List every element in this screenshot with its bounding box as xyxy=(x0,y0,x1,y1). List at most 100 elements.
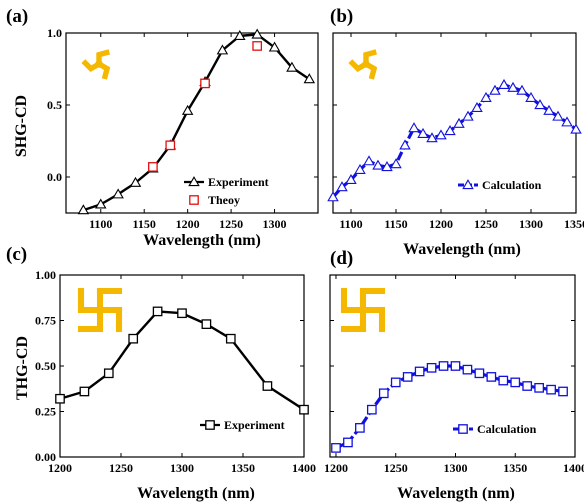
legend-label: Theoy xyxy=(208,193,240,207)
data-point xyxy=(570,123,582,134)
data-point xyxy=(216,44,229,55)
data-point xyxy=(79,386,90,397)
series-line xyxy=(83,33,310,212)
panel-a-ylabel: SHG-CD xyxy=(13,95,30,157)
data-point xyxy=(128,333,139,344)
legend-label: Calculation xyxy=(482,178,542,192)
swastika-icon xyxy=(77,287,123,333)
data-point xyxy=(471,101,483,113)
data-point xyxy=(474,368,485,379)
x-tick-label: 1200 xyxy=(48,461,72,475)
data-point xyxy=(462,364,473,375)
panel-d: (d) Wavelength (nm) 1200 1250 1300 1350 1400… xyxy=(324,248,584,502)
data-point xyxy=(252,41,263,51)
data-point xyxy=(534,382,544,393)
triskelion-icon xyxy=(81,49,111,80)
data-point xyxy=(381,161,393,172)
data-point xyxy=(390,158,402,169)
data-point xyxy=(450,361,461,371)
data-point xyxy=(408,122,420,133)
x-tick-label: 1300 xyxy=(263,217,287,231)
data-point xyxy=(251,28,263,39)
data-point xyxy=(343,437,353,448)
x-tick-label: 1400 xyxy=(292,461,316,475)
data-point xyxy=(507,81,519,92)
data-point xyxy=(345,173,357,185)
data-point xyxy=(299,404,309,415)
data-point xyxy=(390,377,401,388)
x-tick-label: 1200 xyxy=(176,217,200,231)
data-point xyxy=(426,362,437,373)
data-point xyxy=(225,333,236,344)
series-line xyxy=(335,364,564,450)
data-point xyxy=(435,129,447,140)
data-point xyxy=(177,308,187,319)
data-point xyxy=(417,127,429,138)
data-point xyxy=(165,140,176,151)
legend-entry: Experiment xyxy=(184,175,269,189)
panel-a-label: (a) xyxy=(6,6,28,27)
y-tick-label: 0.50 xyxy=(35,359,56,373)
x-tick-label: 1250 xyxy=(474,217,498,231)
data-point xyxy=(543,104,555,115)
x-tick-label: 1200 xyxy=(429,217,453,231)
data-point xyxy=(426,132,438,143)
legend-marker xyxy=(458,424,468,434)
data-point xyxy=(268,41,281,52)
data-point xyxy=(525,91,537,102)
data-point xyxy=(286,61,298,72)
data-point xyxy=(112,188,124,199)
panel-b-label: (b) xyxy=(330,6,353,27)
series-calculation xyxy=(331,361,568,453)
data-point xyxy=(414,366,425,377)
data-point xyxy=(534,99,546,110)
data-point xyxy=(462,110,474,121)
data-point xyxy=(336,181,348,192)
legend-label: Experiment xyxy=(208,175,269,189)
y-tick-label: 0.00 xyxy=(35,450,56,464)
x-tick-label: 1150 xyxy=(384,217,407,231)
swastika-icon xyxy=(340,287,386,333)
data-point xyxy=(77,204,90,215)
x-tick-label: 1350 xyxy=(503,461,527,475)
plot-frame xyxy=(332,32,577,214)
panel-c-ylabel: THG-CD xyxy=(14,336,31,400)
data-point xyxy=(522,381,533,391)
legend-label: Experiment xyxy=(224,418,285,432)
data-point xyxy=(366,404,377,415)
data-point xyxy=(453,117,465,128)
legend-marker xyxy=(205,420,215,430)
series-line xyxy=(59,310,305,411)
data-point xyxy=(201,319,212,329)
data-point xyxy=(486,372,497,382)
y-tick-label: 0.0 xyxy=(47,170,62,184)
panel-b: (b) Wavelength (nm) 1100 1150 1200 1250 1300… xyxy=(327,6,584,258)
data-point xyxy=(546,384,556,395)
x-tick-label: 1350 xyxy=(231,461,255,475)
x-tick-label: 1100 xyxy=(339,217,362,231)
data-point xyxy=(552,110,564,121)
panel-b-xlabel: Wavelength (nm) xyxy=(403,241,521,258)
y-tick-label: 1.00 xyxy=(35,268,56,282)
panel-a: (a) Wavelength (nm) SHG-CD 1100 1150 1200 1… xyxy=(6,6,319,249)
legend-entry: Theoy xyxy=(189,193,240,207)
x-tick-label: 1400 xyxy=(563,461,584,475)
panel-c-label: (c) xyxy=(6,244,27,265)
series-experiment xyxy=(55,306,309,415)
x-tick-label: 1250 xyxy=(109,461,133,475)
y-tick-label: 0.75 xyxy=(35,314,56,328)
panel-c: (c) Wavelength (nm) THG-CD 1200 1250 1300 1… xyxy=(6,244,316,502)
x-tick-label: 1250 xyxy=(219,217,243,231)
data-point xyxy=(354,163,366,174)
data-point xyxy=(355,423,365,433)
data-point xyxy=(148,162,158,172)
data-point xyxy=(438,361,449,371)
data-point xyxy=(303,73,316,84)
y-tick-label: 1.0 xyxy=(47,26,62,40)
data-point xyxy=(181,104,194,115)
legend-marker xyxy=(462,179,474,190)
data-point xyxy=(95,198,107,209)
data-point xyxy=(234,29,246,41)
y-tick-label: 0.5 xyxy=(47,98,62,112)
